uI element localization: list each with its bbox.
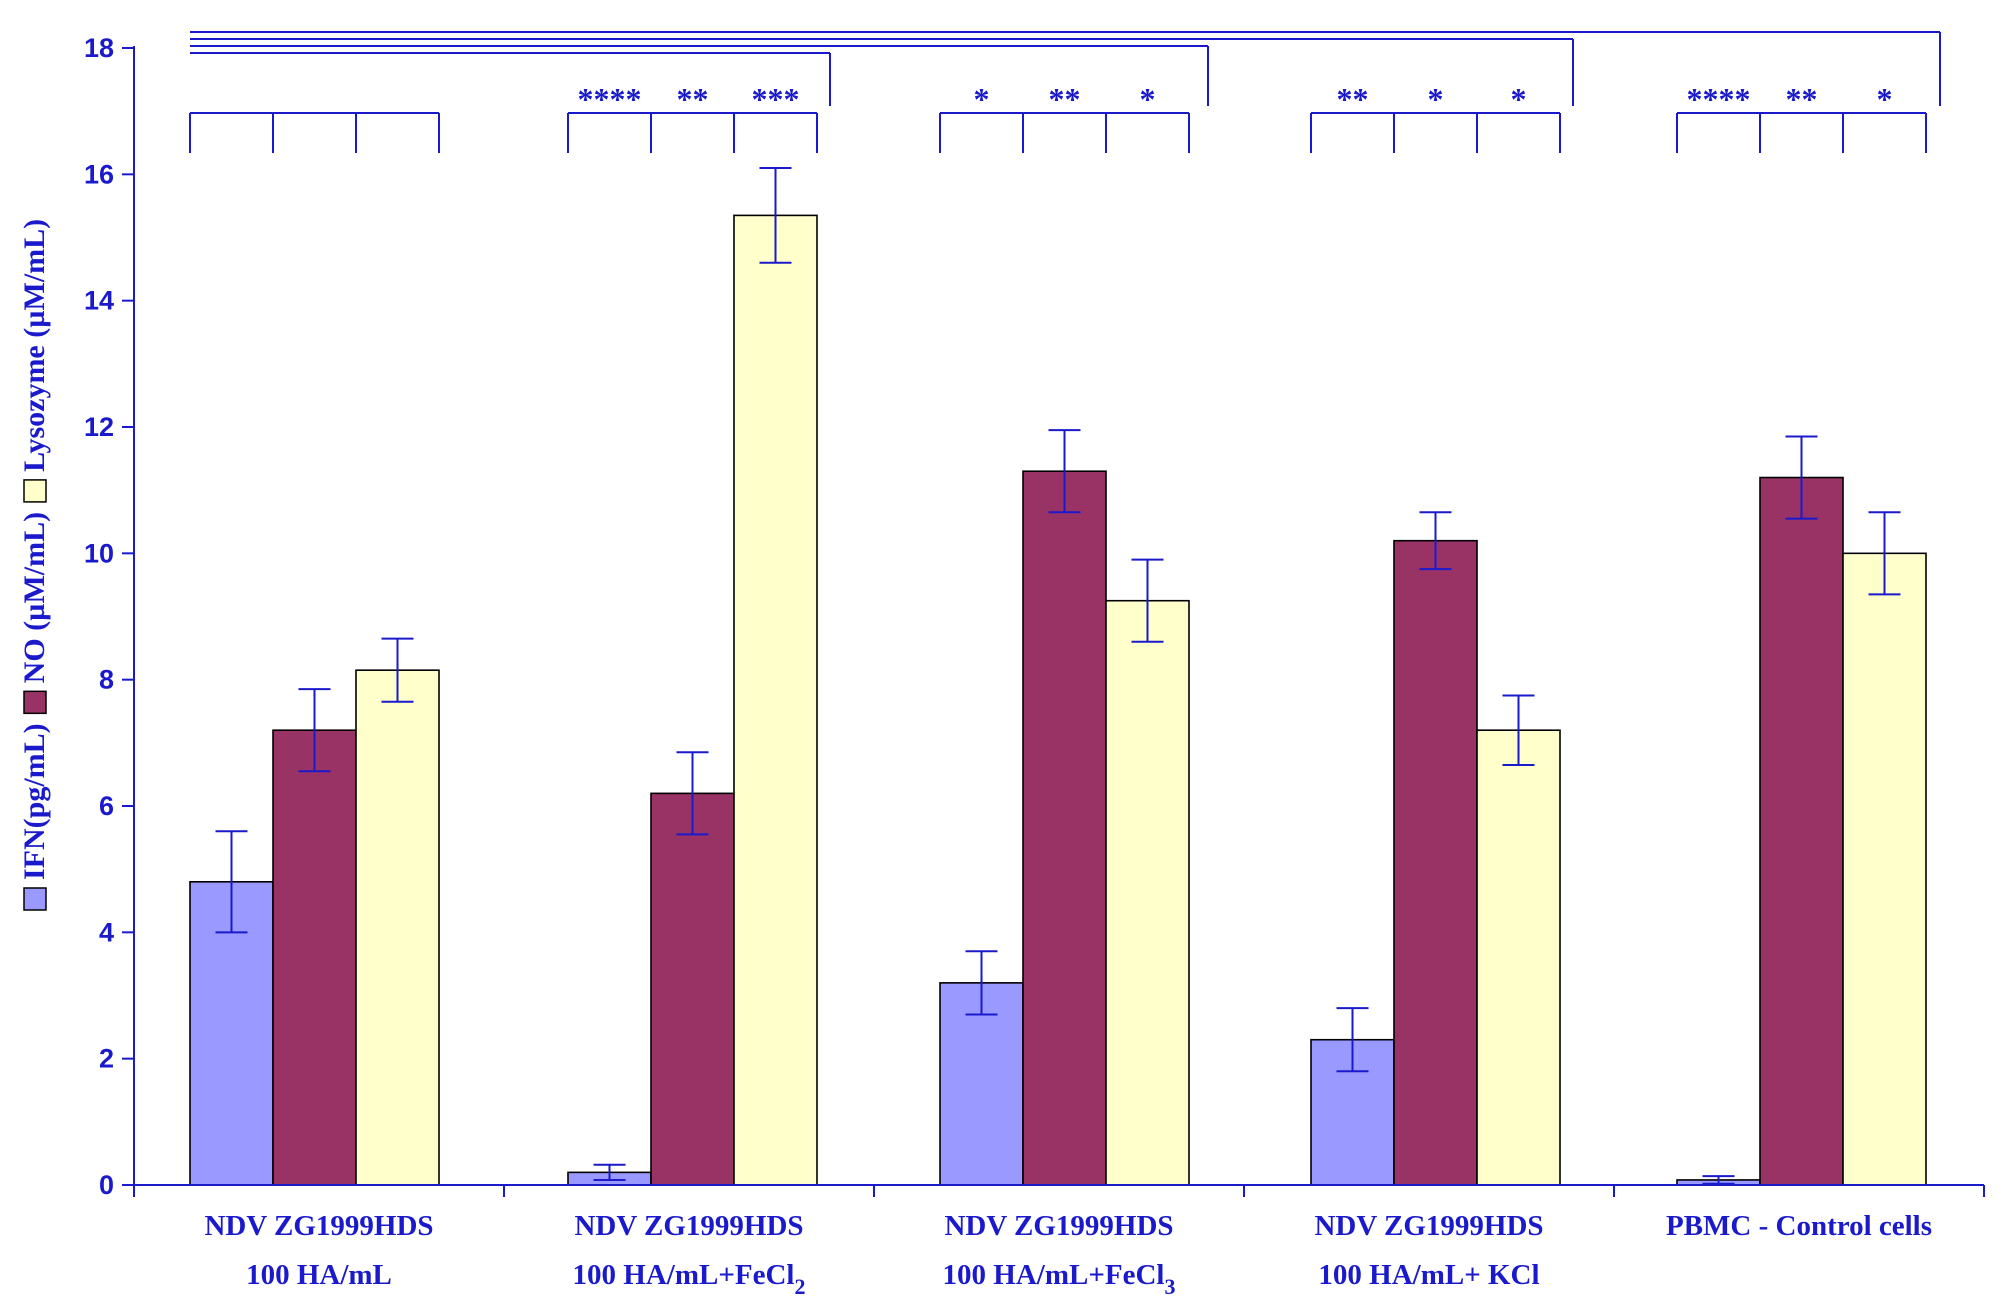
category-label-line2: 100 HA/mL+ KCl <box>1318 1259 1539 1291</box>
error-bar-2-2 <box>676 751 709 836</box>
significance-stars: * <box>1140 81 1156 117</box>
y-tick-label: 6 <box>99 791 114 821</box>
bar-3-4 <box>1476 729 1561 1186</box>
y-tick-label: 18 <box>84 33 114 63</box>
legend-label-3: Lysozyme (µM/mL) <box>18 219 51 472</box>
group-bracket-3 <box>939 112 1190 153</box>
significance-stars: * <box>974 81 990 117</box>
error-bar-2-4 <box>1419 511 1452 571</box>
y-tick-label: 12 <box>84 412 114 442</box>
error-bar-2-5 <box>1785 435 1818 520</box>
error-bar-1-4 <box>1336 1007 1369 1073</box>
error-bar-1-1 <box>215 830 248 934</box>
category-label-line2: 100 HA/mL+FeCl3 <box>943 1259 1176 1299</box>
bar-2-4 <box>1393 539 1478 1186</box>
error-bar-3-2 <box>759 167 792 264</box>
comparison-line-1 <box>190 52 831 106</box>
significance-stars: ** <box>1786 81 1818 117</box>
significance-stars: * <box>1511 81 1527 117</box>
legend-swatch-1 <box>23 887 47 911</box>
y-tick-label: 0 <box>99 1170 114 1200</box>
category-label-line1: NDV ZG1999HDS <box>204 1210 433 1242</box>
significance-stars: *** <box>752 81 800 117</box>
error-bar-3-3 <box>1131 558 1164 643</box>
legend-group: IFN(pg/mL) NO (µM/mL) Lysozyme (µM/mL) <box>18 219 51 911</box>
bar-2-5 <box>1759 476 1844 1186</box>
comparison-line-4 <box>190 31 1941 106</box>
axes-layer <box>122 46 1985 1197</box>
significance-stars: ** <box>1049 81 1081 117</box>
category-label-line1: NDV ZG1999HDS <box>944 1210 1173 1242</box>
category-label-line2: 100 HA/mL+FeCl2 <box>573 1259 806 1299</box>
category-label-line1: NDV ZG1999HDS <box>574 1210 803 1242</box>
legend-swatch-2 <box>23 690 47 715</box>
group-bracket-5 <box>1676 112 1927 153</box>
bar-2-2 <box>650 792 735 1186</box>
legend-label-2: NO (µM/mL) <box>18 512 51 683</box>
bar-3-5 <box>1842 552 1927 1186</box>
significance-stars: ** <box>677 81 709 117</box>
error-bar-3-4 <box>1502 694 1535 766</box>
category-label-line1: PBMC - Control cells <box>1666 1210 1932 1242</box>
legend-swatch-3 <box>23 479 47 503</box>
y-tick-label: 14 <box>84 286 114 316</box>
significance-brackets: **** ** *** * ** * ** * * **** ** * <box>189 31 1941 153</box>
comparison-line-3 <box>190 38 1574 106</box>
group-bracket-4 <box>1310 112 1561 153</box>
x-axis-category-labels: NDV ZG1999HDS 100 HA/mL NDV ZG1999HDS 100 H… <box>204 1210 1932 1299</box>
legend-label-1: IFN(pg/mL) <box>18 723 51 880</box>
bar-2-3 <box>1022 470 1107 1186</box>
error-bar-2-1 <box>298 688 331 773</box>
bar-3-2 <box>733 214 818 1186</box>
error-bars-layer <box>215 167 1901 1185</box>
error-bar-3-1 <box>381 637 414 703</box>
significance-stars: * <box>1428 81 1444 117</box>
y-axis-ticks: 0 2 4 6 8 10 12 14 16 18 <box>84 33 114 1200</box>
bar-3-3 <box>1105 599 1190 1186</box>
error-bar-1-5 <box>1702 1175 1735 1185</box>
bar-2-1 <box>272 729 357 1186</box>
group-bracket-2 <box>567 112 818 153</box>
significance-stars: **** <box>578 81 642 117</box>
y-tick-label: 10 <box>84 538 114 568</box>
bars-layer <box>189 214 1927 1186</box>
bar-1-3 <box>939 982 1024 1186</box>
category-label-line2: 100 HA/mL <box>246 1259 392 1291</box>
error-bar-1-2 <box>593 1163 626 1181</box>
y-tick-label: 16 <box>84 159 114 189</box>
error-bar-3-5 <box>1868 511 1901 596</box>
significance-stars: * <box>1877 81 1893 117</box>
group-bracket-1 <box>189 112 440 153</box>
category-label-line1: NDV ZG1999HDS <box>1314 1210 1543 1242</box>
legend: IFN(pg/mL) NO (µM/mL) Lysozyme (µM/mL) <box>18 219 51 911</box>
comparison-line-2 <box>190 45 1209 106</box>
significance-stars: ** <box>1337 81 1369 117</box>
subscript: 3 <box>1164 1274 1175 1299</box>
y-tick-label: 4 <box>99 917 114 947</box>
error-bar-1-3 <box>965 950 998 1016</box>
subscript: 2 <box>794 1274 805 1299</box>
bar-3-1 <box>355 669 440 1186</box>
y-tick-label: 2 <box>99 1044 114 1074</box>
y-tick-label: 8 <box>99 665 114 695</box>
significance-stars: **** <box>1687 81 1751 117</box>
error-bar-2-3 <box>1048 429 1081 514</box>
